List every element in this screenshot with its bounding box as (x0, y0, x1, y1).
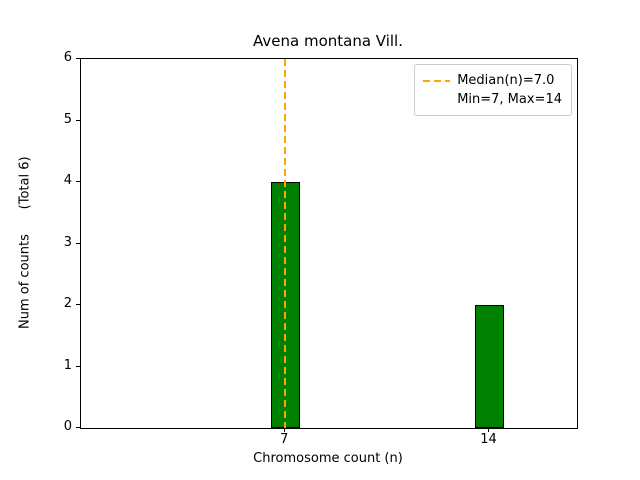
median-line (284, 59, 287, 428)
chart-title: Avena montana Vill. (253, 32, 403, 50)
y-tick-label: 5 (63, 111, 72, 127)
legend-blank-sample (423, 99, 450, 101)
y-tick-label: 0 (63, 419, 72, 434)
x-axis-label: Chromosome count (n) (253, 451, 403, 466)
y-tick-label: 4 (63, 173, 72, 188)
y-tick-label: 1 (63, 357, 72, 373)
y-tick-mark (76, 427, 80, 428)
y-tick-label: 2 (63, 296, 72, 311)
y-tick-label: 3 (63, 234, 72, 250)
y-tick-mark (76, 181, 80, 182)
median-dashed-line-sample (423, 79, 451, 82)
legend-label-median: Median(n)=7.0 (457, 73, 555, 88)
y-tick-mark (76, 304, 80, 305)
x-tick-label: 7 (280, 432, 289, 447)
x-tick-mark (284, 428, 286, 432)
legend: Median(n)=7.0 Min=7, Max=14 (414, 64, 572, 116)
bar-n14 (474, 305, 505, 428)
x-tick-mark (488, 428, 490, 432)
y-tick-mark (76, 58, 80, 59)
legend-entry-median: Median(n)=7.0 (423, 71, 562, 90)
y-tick-mark (76, 119, 80, 121)
x-tick-label: 14 (480, 432, 497, 447)
legend-label-minmax: Min=7, Max=14 (457, 92, 562, 107)
plot-area: Median(n)=7.0 Min=7, Max=14 (80, 58, 578, 429)
y-tick-label: 6 (63, 50, 72, 65)
y-tick-mark (76, 365, 80, 367)
y-tick-mark (76, 242, 80, 244)
legend-entry-minmax: Min=7, Max=14 (423, 90, 562, 109)
